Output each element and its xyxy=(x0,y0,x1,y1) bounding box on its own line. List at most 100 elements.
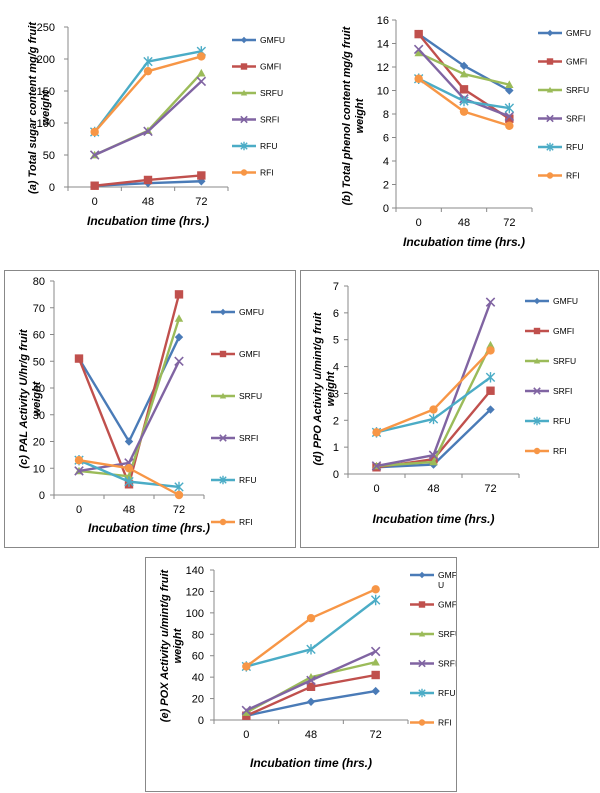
legend-label: SRFI xyxy=(566,114,585,124)
data-point-srfi xyxy=(413,44,424,55)
legend-item-srfi: SRFI xyxy=(525,386,572,396)
legend-item-rfu: RFU xyxy=(538,142,583,152)
data-point-srfu xyxy=(429,457,438,466)
legend-marker xyxy=(219,308,227,316)
x-tick-label: 0 xyxy=(243,729,249,741)
legend-label: GMFU xyxy=(260,35,285,45)
data-point-gmfi xyxy=(486,386,495,395)
legend-item-gmfu: GMFU xyxy=(232,35,285,45)
data-point-srfu xyxy=(486,340,495,349)
data-point-rfi xyxy=(372,428,381,437)
data-point-srfu xyxy=(174,314,184,322)
legend-marker xyxy=(546,29,554,37)
legend-marker xyxy=(240,169,248,176)
y-tick-label: 6 xyxy=(383,133,389,145)
y-tick-label: 14 xyxy=(377,39,389,51)
y-tick-label: 150 xyxy=(37,86,55,98)
x-tick-label: 48 xyxy=(142,196,154,208)
data-point-gmfu xyxy=(486,405,495,414)
data-point-rfi xyxy=(124,464,134,473)
legend-label: RFU xyxy=(566,142,583,152)
data-point-rfu xyxy=(306,644,316,655)
data-point-srfi xyxy=(428,450,439,460)
data-point-rfi xyxy=(306,614,316,623)
y-tick-label: 10 xyxy=(33,463,45,475)
y-tick-label: 2 xyxy=(383,180,389,192)
x-axis-title: Incubation time (hrs.) xyxy=(88,521,210,535)
legend-item-rfi: RFI xyxy=(538,171,580,181)
legend-item-gmfi: GMFI xyxy=(538,57,587,67)
data-point-srfi xyxy=(306,675,316,686)
series-line-srfi xyxy=(376,301,492,468)
series-srfi xyxy=(89,76,207,160)
legend-label: RFU xyxy=(553,416,570,426)
legend-label: SRFI xyxy=(438,659,456,669)
series-srfu xyxy=(372,340,495,470)
series-rfi xyxy=(372,346,495,437)
legend-marker xyxy=(219,350,227,358)
legend-marker xyxy=(219,434,227,442)
legend-item-srfu: SRFU xyxy=(232,88,283,98)
legend-marker xyxy=(546,58,554,65)
y-tick-label: 4 xyxy=(333,362,339,374)
legend-marker xyxy=(418,571,426,579)
legend-item-srfi: SRFI xyxy=(232,115,279,125)
data-point-gmfi xyxy=(90,181,99,190)
y-tick-label: 80 xyxy=(33,276,45,288)
legend-item-gmfi: GMFI xyxy=(232,62,281,72)
data-point-rfi xyxy=(371,585,380,594)
y-tick-label: 60 xyxy=(192,651,204,663)
legend-marker xyxy=(418,601,426,608)
chart-b: 0 2 4 6 8 10 12 14 16 0 48 72 Incubation time (hrs.)… xyxy=(341,15,591,249)
x-tick-label: 48 xyxy=(427,483,439,495)
y-tick-label: 12 xyxy=(377,62,389,74)
legend-marker xyxy=(418,630,426,637)
data-point-rfu xyxy=(174,481,184,493)
data-point-srfi xyxy=(370,646,381,657)
series-line-srfi xyxy=(78,360,181,473)
y-tick-label: 2 xyxy=(333,415,339,427)
legend-marker xyxy=(219,475,227,485)
legend-label: GMFI xyxy=(553,326,574,336)
series-gmfi xyxy=(414,29,514,123)
legend-item-rfu: RFU xyxy=(211,475,256,485)
data-point-gmfu xyxy=(174,332,184,342)
y-tick-label: 100 xyxy=(186,608,204,620)
legend-marker xyxy=(240,115,248,124)
y-tick-label: 50 xyxy=(43,150,55,162)
chart-panel-e: 0 20 40 60 80 100 120 140 0 48 72 Incubation time (… xyxy=(145,557,457,792)
legend-marker xyxy=(533,357,541,364)
y-tick-label: 60 xyxy=(33,330,45,342)
y-tick-label: 30 xyxy=(33,410,45,422)
legend-marker xyxy=(533,387,541,395)
series-gmfi xyxy=(74,290,184,489)
legend-item-srfi: SRFI xyxy=(211,433,258,443)
legend-item-gmfu: GMFU xyxy=(525,296,578,306)
data-point-srfi xyxy=(241,705,252,716)
data-point-srfu xyxy=(371,657,380,666)
legend-marker xyxy=(533,416,541,426)
legend-marker xyxy=(533,327,541,335)
data-point-rfu xyxy=(485,372,496,383)
data-point-srfi xyxy=(174,356,184,367)
data-point-gmfi xyxy=(371,670,380,680)
data-point-gmfu xyxy=(124,437,134,446)
legend-marker xyxy=(546,172,554,179)
data-point-srfu xyxy=(124,472,134,480)
y-tick-label: 140 xyxy=(186,565,204,577)
legend-marker xyxy=(219,518,227,526)
y-tick-label: 0 xyxy=(49,182,55,194)
y-tick-label: 40 xyxy=(33,383,45,395)
legend-marker xyxy=(240,63,248,70)
legend-item-rfi: RFI xyxy=(525,446,567,456)
y-tick-label: 50 xyxy=(33,356,45,368)
data-point-rfu xyxy=(124,476,134,487)
data-point-srfu xyxy=(197,68,206,77)
legend-label: SRFU xyxy=(239,391,262,401)
legend-item-srfu: SRFU xyxy=(211,391,262,401)
x-tick-label: 0 xyxy=(76,504,82,516)
data-point-rfu xyxy=(370,594,381,606)
y-tick-label: 6 xyxy=(333,308,339,320)
series-gmfi xyxy=(90,171,206,190)
